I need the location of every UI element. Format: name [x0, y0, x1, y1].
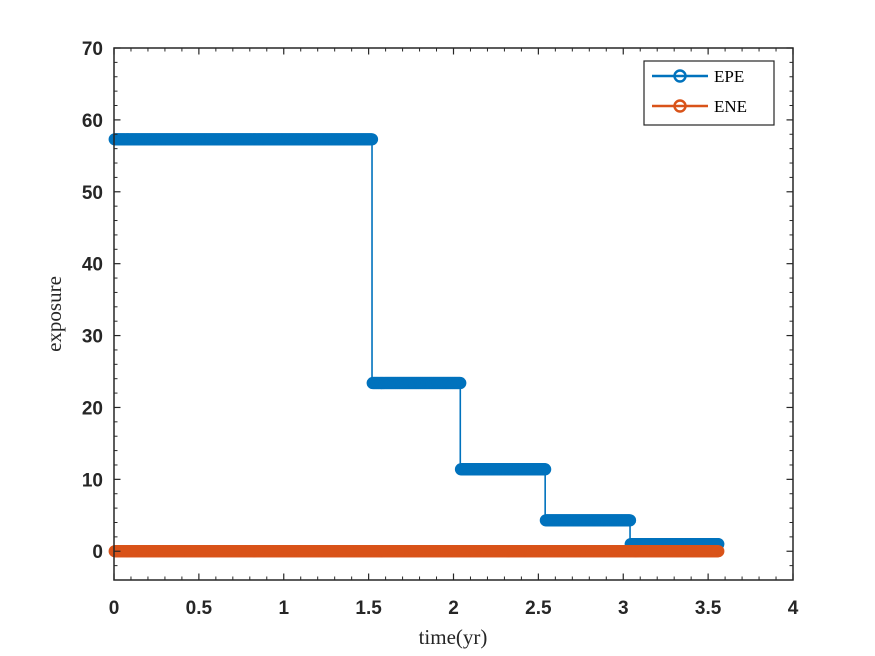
y-tick-label: 20: [82, 398, 103, 419]
y-tick-label: 0: [92, 542, 103, 563]
y-tick-label: 70: [82, 39, 103, 60]
x-axis-label: time(yr): [419, 625, 488, 649]
data-point: [712, 545, 725, 558]
data-point: [365, 133, 379, 146]
series-line-epe: [114, 138, 719, 545]
series-layer: [108, 133, 725, 558]
x-tick-label: 3: [618, 598, 629, 619]
data-point: [623, 514, 637, 527]
y-tick-label: 30: [82, 327, 103, 348]
data-point: [454, 376, 467, 390]
legend-marker-ene: [673, 99, 687, 113]
ticks-layer: [113, 47, 794, 581]
legend-box: [643, 60, 775, 126]
plot-frame: [113, 47, 794, 581]
x-tick-label: 1.5: [355, 598, 382, 619]
x-tick-label: 2: [448, 598, 459, 619]
y-tick-label: 10: [82, 470, 103, 491]
y-tick-label: 60: [82, 111, 103, 132]
x-tick-label: 0: [109, 598, 120, 619]
y-axis-label: exposure: [42, 276, 66, 352]
x-tick-label: 0.5: [186, 598, 213, 619]
data-point: [539, 463, 552, 476]
legend-marker-epe: [673, 69, 687, 83]
x-tick-label: 2.5: [525, 598, 552, 619]
legend-label-ene: ENE: [714, 97, 747, 116]
series-ene: [108, 545, 725, 558]
x-tick-label: 3.5: [695, 598, 722, 619]
legend: EPE ENE: [643, 60, 775, 126]
x-tick-label: 4: [788, 598, 799, 619]
y-tick-label: 50: [82, 183, 103, 204]
legend-label-epe: EPE: [714, 67, 744, 86]
x-tick-label: 1: [278, 598, 289, 619]
y-tick-label: 40: [82, 255, 103, 276]
series-epe: [108, 133, 725, 551]
